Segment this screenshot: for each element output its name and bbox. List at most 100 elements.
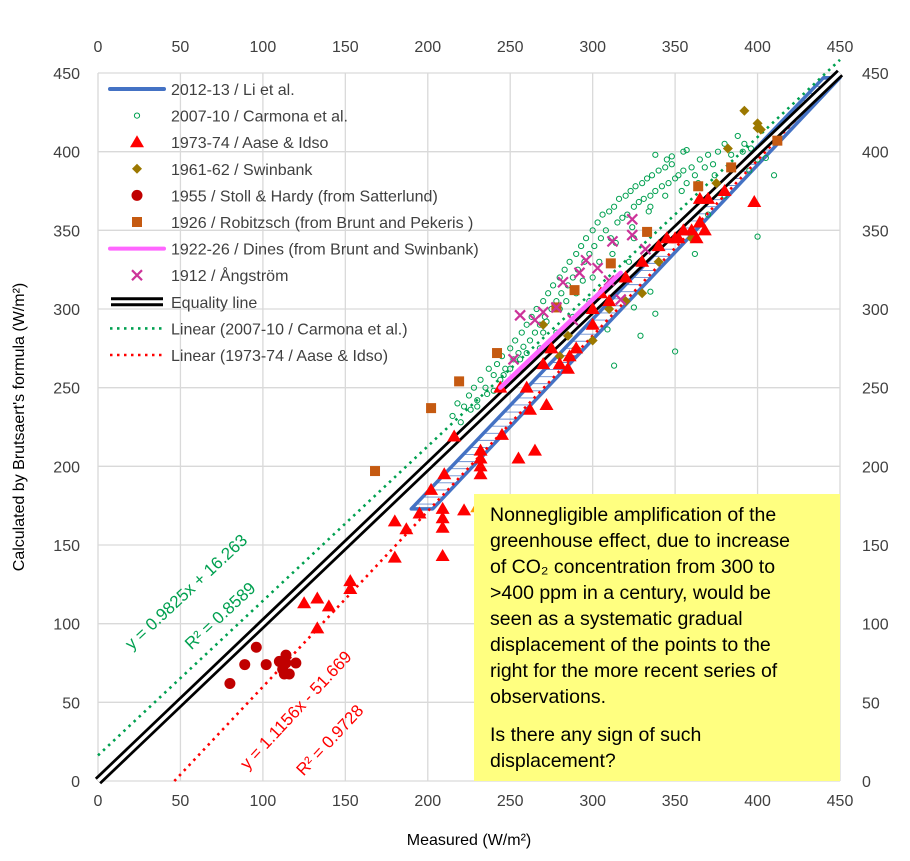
carmona-point [678, 187, 685, 195]
carmona-point [704, 211, 712, 218]
aase-point [437, 467, 452, 480]
legend-label: 1912 / Ångström [171, 266, 288, 285]
legend-marker [131, 269, 143, 281]
carmona-point [512, 337, 519, 344]
legend-marker [130, 135, 144, 148]
aase-point [399, 522, 414, 535]
y-tick-label-right: 200 [862, 459, 889, 476]
y-tick-label-right: 150 [862, 538, 889, 555]
x-tick-label-bottom: 450 [827, 793, 854, 810]
carmona-point [523, 349, 530, 357]
carmona-point [523, 321, 530, 328]
carmona-point [614, 219, 621, 226]
swinbank-point [722, 143, 733, 154]
carmona-point [629, 224, 636, 231]
carmona-point [635, 198, 642, 206]
carmona-point [573, 250, 580, 258]
carmona-point [622, 192, 629, 199]
carmona-point [665, 180, 672, 187]
stoll-point [224, 677, 236, 689]
aase-point [473, 451, 488, 464]
robitzsch-point [693, 181, 704, 192]
carmona-point [597, 235, 605, 242]
carmona-point [594, 219, 601, 226]
aase-point [602, 294, 617, 307]
carmona-point [517, 356, 524, 363]
aase-point [747, 195, 762, 208]
carmona-point [680, 167, 687, 174]
aase-point [635, 254, 650, 267]
legend-item-stoll: 1955 / Stoll & Hardy (from Satterlund) [131, 188, 438, 205]
carmona-point [477, 376, 484, 383]
swinbank-point [538, 319, 549, 330]
robitzsch-point [370, 466, 381, 477]
carmona-point [652, 151, 659, 158]
legend: 2012-13 / Li et al. 2007-10 / Carmona et … [108, 82, 479, 365]
legend-item-dines: 1922-26 / Dines (from Brunt and Swinbank… [108, 242, 479, 259]
annotation-box: Nonnegligible amplification of the greenh… [474, 494, 840, 781]
stoll-point [250, 641, 262, 653]
carmona-point [449, 412, 456, 420]
annotation-line: Nonnegligible amplification of the [490, 504, 777, 526]
carmona-point [637, 332, 644, 339]
aase-point [473, 467, 488, 480]
aase-point [297, 596, 312, 609]
carmona-point [604, 326, 611, 333]
carmona-point [507, 365, 514, 372]
aase-point [651, 239, 666, 252]
legend-label: 1961-62 / Swinbank [171, 162, 313, 179]
carmona-point [591, 242, 598, 250]
aase-point [544, 341, 559, 354]
aase-point [717, 184, 732, 196]
carmona-point [630, 203, 637, 210]
swinbank-point [752, 123, 763, 134]
aase-point [473, 459, 488, 472]
carmona-point [563, 298, 570, 305]
aase-point [562, 349, 577, 362]
carmona-point [460, 403, 468, 410]
stoll-series [224, 641, 302, 689]
annotation-text: Nonnegligible amplification of the greenh… [490, 502, 830, 710]
x-tick-label-top: 350 [662, 39, 689, 56]
angstrom-point [626, 213, 639, 226]
y-tick-label-right: 250 [862, 381, 889, 398]
x-tick-label-top: 250 [497, 39, 524, 56]
annotation-line: observations. [490, 686, 606, 708]
stoll-point [280, 649, 292, 661]
x-tick-label-top: 300 [579, 39, 606, 56]
carmona-point [589, 274, 596, 281]
robitzsch-point [605, 258, 616, 269]
carmona-point [561, 266, 568, 273]
stoll-point [239, 659, 251, 671]
carmona-point [683, 146, 690, 154]
swinbank-point [562, 330, 573, 341]
y-tick-label-right: 400 [862, 145, 889, 162]
aase-series [297, 184, 762, 634]
x-tick-label-bottom: 50 [172, 793, 190, 810]
legend-label: 1973-74 / Aase & Idso [171, 135, 329, 152]
trendline-labels: y = 0.9825x + 16.263 R² = 0.8589 y = 1.1… [121, 531, 367, 780]
carmona-point [770, 172, 778, 179]
carmona-point [658, 183, 666, 190]
aase-point [387, 514, 402, 527]
carmona-series [449, 132, 778, 426]
annotation-question-line: Is there any sign of such [490, 724, 702, 746]
aase-point [523, 402, 538, 415]
carmona-point [639, 180, 646, 187]
carmona-point [683, 180, 690, 187]
annotation-line: right for the more recent series of [490, 660, 778, 682]
carmona-point [728, 151, 735, 158]
legend-label: 1926 / Robitzsch (from Brunt and Pekeris… [171, 215, 473, 232]
aase-point [435, 501, 450, 514]
x-tick-label-top: 400 [744, 39, 771, 56]
aase-point [343, 574, 358, 587]
carmona-fit-trendline [97, 58, 841, 757]
annotation-line: of CO₂ concentration from 300 to [490, 556, 776, 578]
swinbank-point [587, 335, 598, 346]
carmona-point [490, 371, 497, 379]
aase-point [511, 451, 526, 464]
aase-point [692, 215, 707, 228]
carmona-point [609, 250, 616, 258]
carmona-point [582, 235, 590, 242]
